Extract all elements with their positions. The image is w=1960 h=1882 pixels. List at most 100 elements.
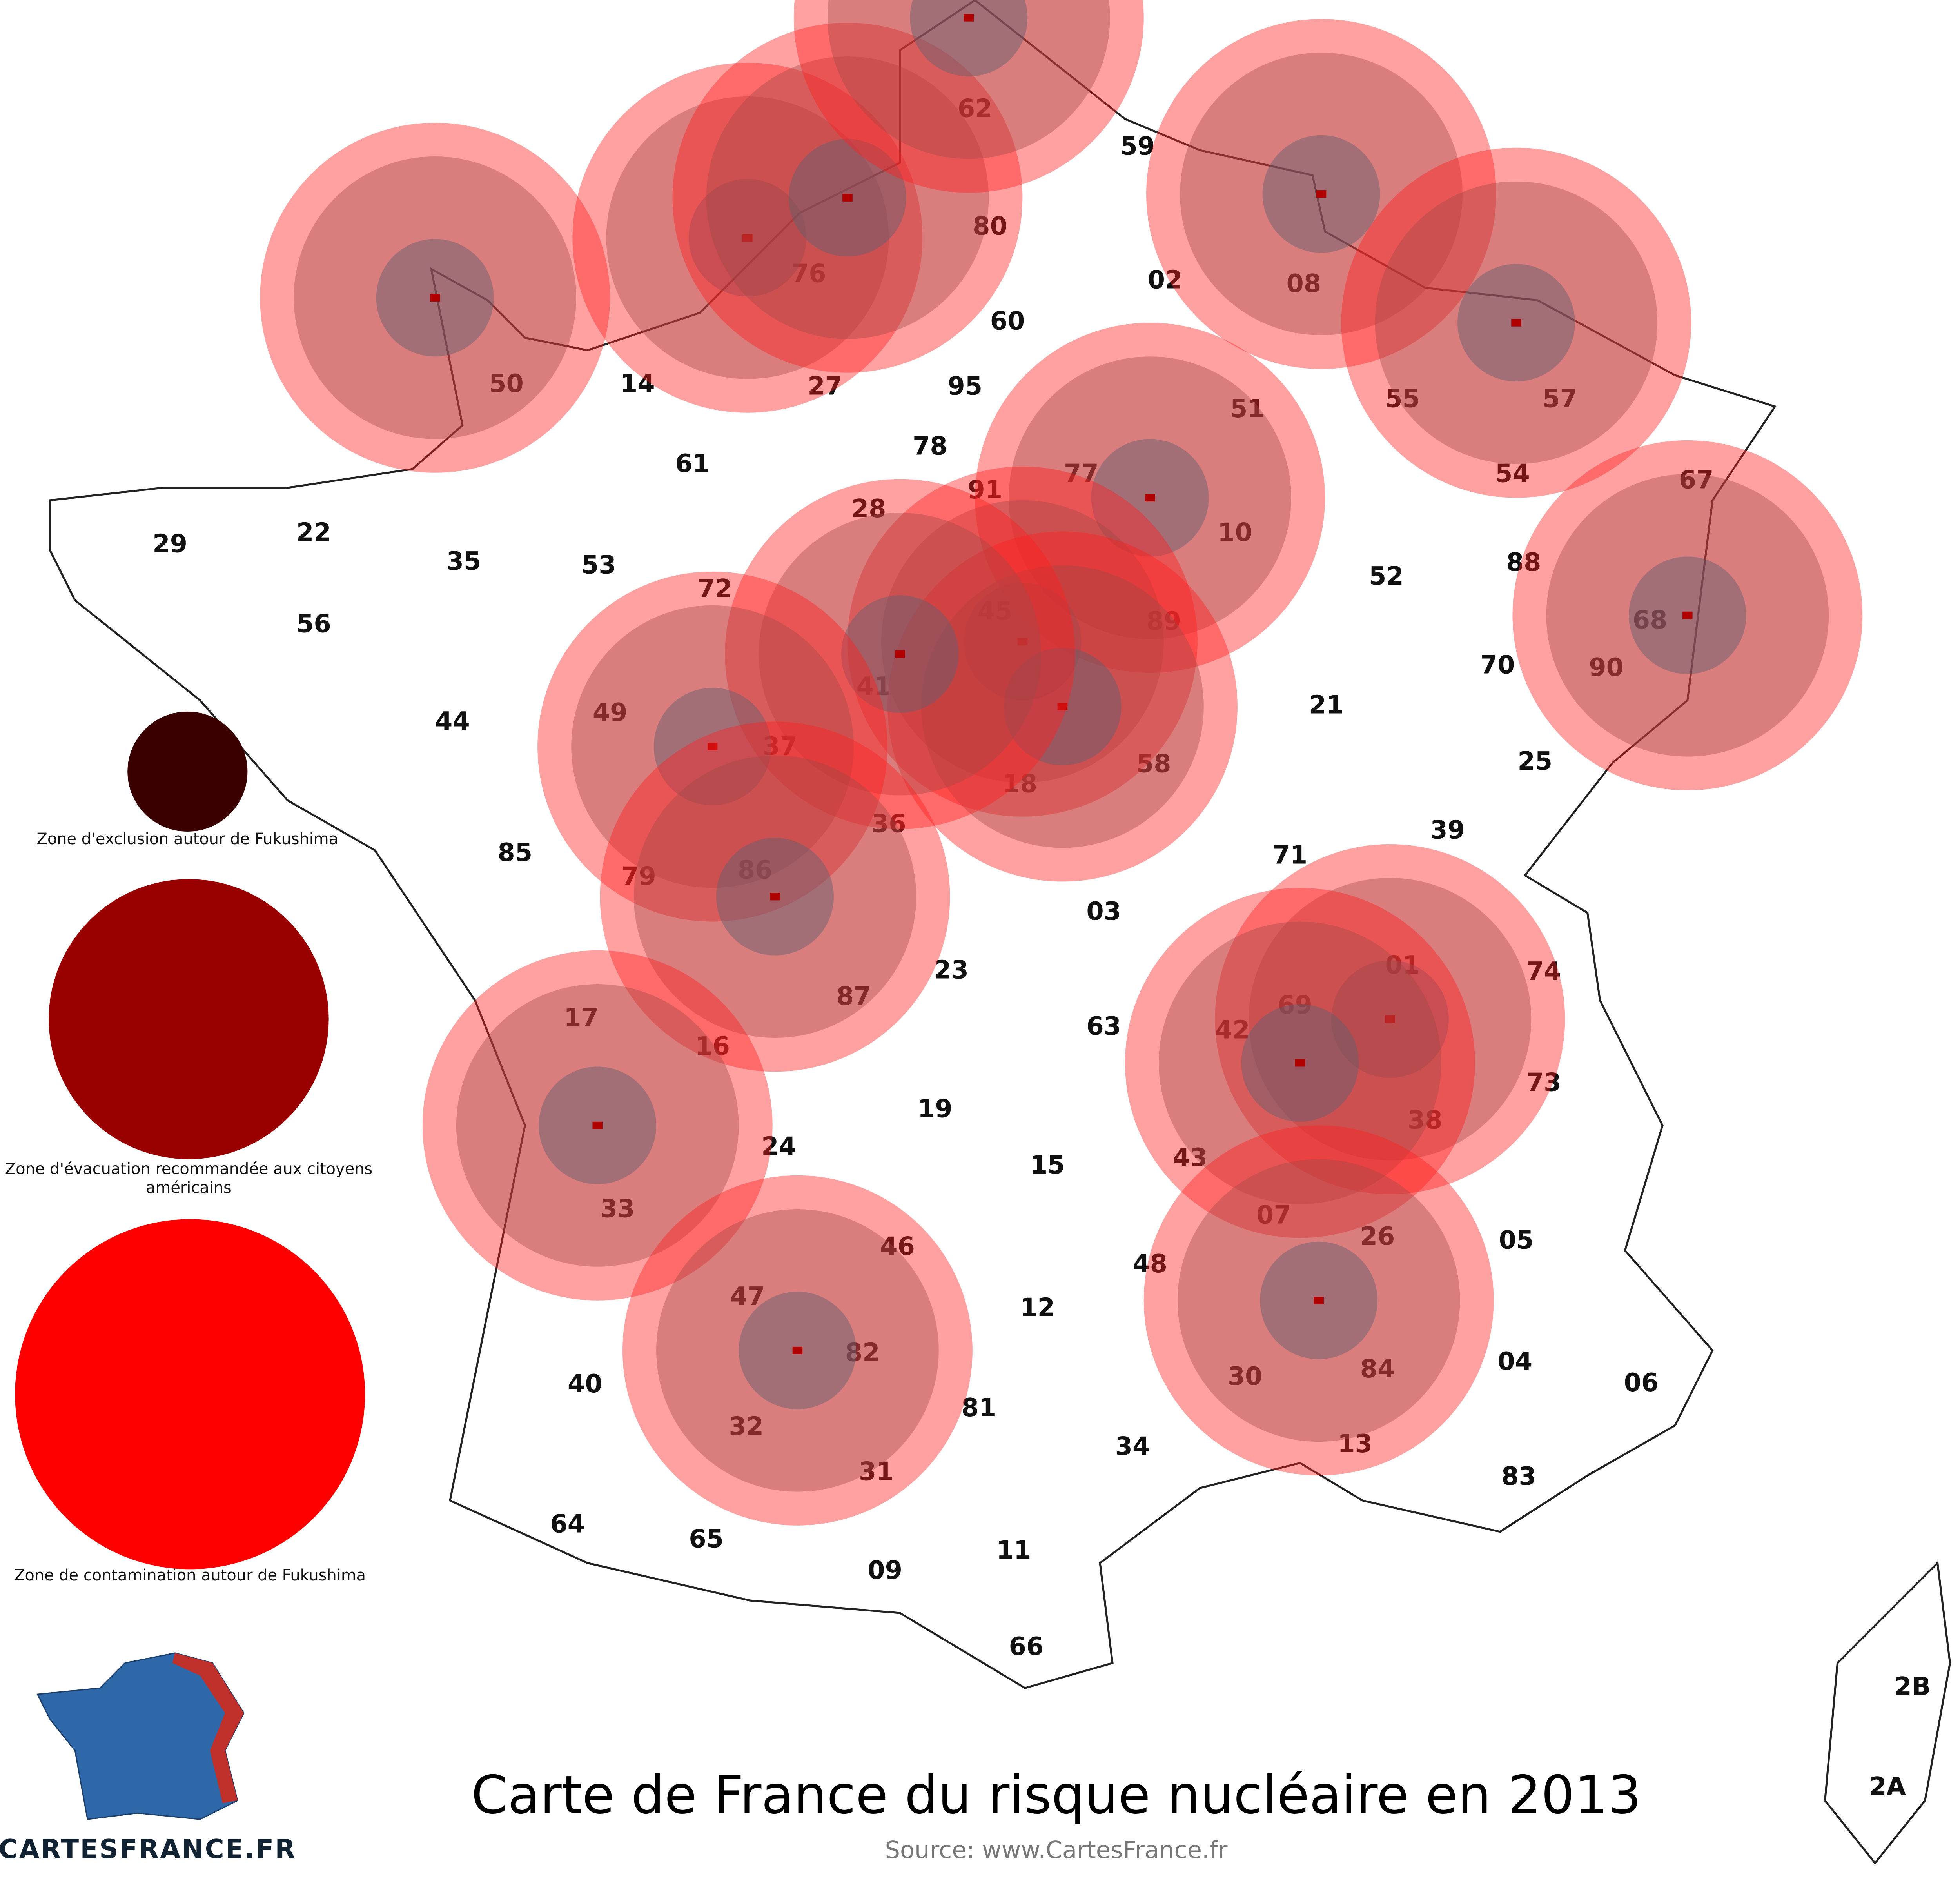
legend-swatch (49, 879, 329, 1159)
department-label: 26 (1360, 1222, 1395, 1251)
department-label: 21 (1309, 691, 1344, 720)
plant (842, 194, 853, 202)
department-label: 30 (1228, 1362, 1263, 1391)
department-label: 56 (296, 609, 331, 638)
plant (1316, 190, 1327, 198)
nuclear-site (1215, 844, 1565, 1194)
department-label: 79 (621, 862, 656, 891)
department-label: 59 (1120, 132, 1155, 161)
nuclear-site (975, 323, 1325, 673)
nuclear-site (1125, 888, 1475, 1238)
department-label: 50 (489, 369, 524, 398)
department-label: 71 (1272, 841, 1307, 870)
legend-label-box: Zone d'exclusion autour de Fukushima (36, 829, 339, 848)
department-label: 13 (1338, 1430, 1372, 1459)
department-label: 87 (837, 982, 871, 1011)
department-label: 2B (1894, 1672, 1931, 1701)
plant (792, 1346, 803, 1354)
nuclear-site (794, 0, 1144, 193)
plant (1295, 1059, 1305, 1067)
department-label: 88 (1506, 548, 1541, 577)
plant (1145, 494, 1155, 502)
legend-label-box: Zone de contamination autour de Fukushim… (14, 1565, 366, 1584)
department-label: 52 (1369, 562, 1404, 591)
department-label: 22 (296, 518, 331, 547)
department-label: 83 (1501, 1462, 1536, 1491)
department-label: 19 (918, 1095, 953, 1124)
contamination-zone (794, 0, 1144, 193)
department-label: 46 (880, 1232, 915, 1261)
department-label: 61 (675, 449, 710, 478)
department-label: 24 (761, 1132, 796, 1161)
department-label: 16 (695, 1032, 730, 1061)
department-label: 70 (1480, 651, 1515, 680)
department-label: 37 (762, 732, 797, 761)
department-label: 78 (913, 432, 947, 461)
plant (895, 650, 905, 658)
department-label: 39 (1430, 816, 1465, 845)
department-label: 17 (564, 1003, 599, 1032)
legend-swatch (15, 1219, 365, 1570)
department-label: 60 (990, 307, 1025, 336)
department-label: 57 (1543, 384, 1577, 413)
department-label: 84 (1360, 1355, 1395, 1384)
department-label: 65 (689, 1525, 724, 1554)
department-label: 11 (996, 1536, 1031, 1565)
department-label: 45 (978, 597, 1013, 626)
department-label: 55 (1385, 384, 1420, 413)
nuclear-site (622, 1175, 973, 1526)
nuclear-site (1146, 19, 1496, 369)
department-label: 31 (859, 1457, 894, 1486)
department-label: 09 (867, 1556, 902, 1585)
plant (1017, 638, 1028, 645)
department-label: 86 (738, 856, 773, 885)
nuclear-site (572, 62, 923, 413)
department-label: 40 (568, 1370, 603, 1399)
plant (1385, 1015, 1395, 1023)
department-label: 02 (1148, 265, 1183, 294)
nuclear-site (1512, 440, 1863, 790)
department-label: 25 (1517, 747, 1552, 776)
legend-label-box: Zone d'évacuation recommandée aux citoye… (5, 1159, 372, 1197)
nuclear-site (1341, 147, 1691, 498)
plant (707, 743, 718, 750)
department-label: 76 (791, 260, 826, 289)
plant (430, 294, 440, 302)
legend-label: Zone d'exclusion autour de Fukushima (36, 829, 339, 848)
department-label: 85 (497, 838, 532, 867)
department-label: 69 (1278, 991, 1312, 1020)
department-label: 54 (1495, 460, 1530, 489)
legend-label: Zone de contamination autour de Fukushim… (14, 1565, 366, 1584)
nuclear-site (887, 531, 1238, 882)
department-label: 04 (1497, 1347, 1532, 1376)
department-label: 81 (961, 1393, 996, 1422)
department-label: 34 (1115, 1432, 1150, 1461)
department-label: 67 (1679, 466, 1714, 495)
department-label: 49 (593, 698, 628, 727)
department-label: 10 (1218, 518, 1252, 547)
department-label: 01 (1385, 951, 1420, 980)
department-label: 2A (1869, 1772, 1906, 1801)
plant (1511, 319, 1521, 327)
department-label: 41 (857, 672, 891, 701)
risk-zones (260, 0, 1863, 1526)
nuclear-site (847, 466, 1198, 817)
department-label: 14 (620, 369, 655, 398)
nuclear-site (1143, 1125, 1494, 1476)
department-label: 47 (730, 1282, 765, 1311)
department-label: 38 (1408, 1106, 1443, 1135)
department-label: 05 (1499, 1226, 1534, 1255)
evacuation-zone (828, 0, 1110, 159)
department-label: 90 (1589, 653, 1624, 682)
plant (742, 234, 753, 242)
nuclear-site (537, 571, 888, 922)
plant (964, 14, 974, 22)
france-outline (49, 0, 1777, 1689)
department-label: 08 (1287, 269, 1321, 298)
department-label: 23 (934, 956, 969, 985)
department-label: 62 (958, 94, 993, 124)
department-label: 91 (967, 476, 1002, 505)
